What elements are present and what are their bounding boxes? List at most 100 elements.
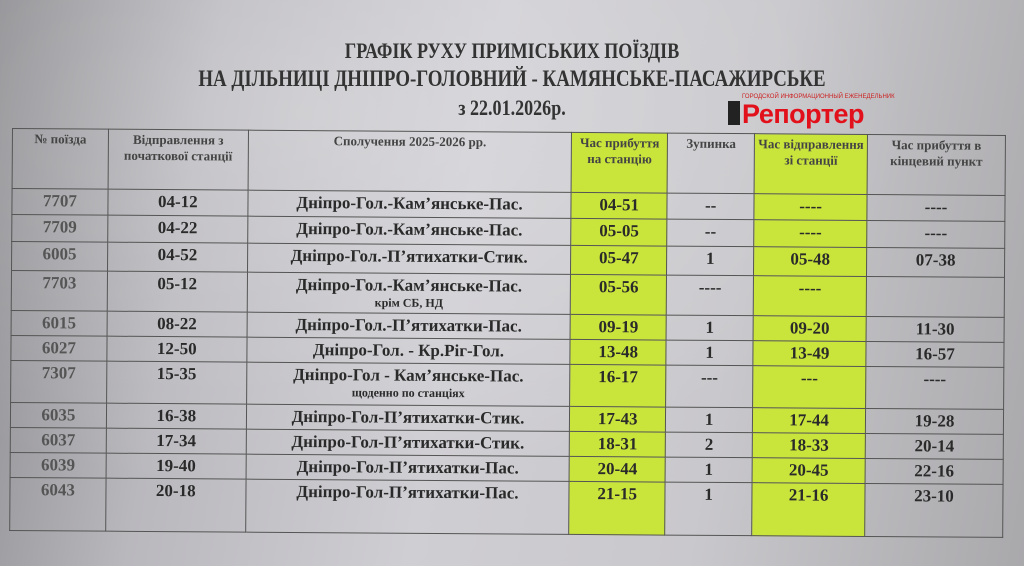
header-route: Сполучення 2025-2026 рр.	[247, 130, 572, 193]
departure-time: 20-45	[788, 460, 829, 480]
route-cell: Дніпро-Гол-П’ятихатки-Пас.	[245, 479, 570, 535]
stop-count-cell: --	[666, 219, 755, 247]
departure-time-cell: 05-48	[753, 246, 867, 277]
origin-departure: 04-12	[157, 192, 198, 212]
route: Дніпро-Гол. - Кр.Ріг-Гол.	[312, 340, 505, 361]
final-arrival: ----	[924, 197, 948, 217]
final-arrival: 16-57	[915, 344, 955, 364]
train-number: 6015	[42, 313, 77, 333]
train-number-cell: 7707	[11, 188, 108, 216]
stop-count-cell: ----	[666, 275, 754, 316]
train-number: 6043	[40, 480, 75, 500]
departure-time: ---	[800, 368, 818, 388]
route: Дніпро-Гол-П’ятихатки-Пас.	[296, 481, 519, 503]
stop-count: 1	[704, 409, 714, 429]
route-note: щоденно по станціях	[351, 385, 465, 401]
header-train-number: № поїзда	[12, 128, 109, 190]
origin-departure-cell: 16-38	[106, 403, 247, 430]
schedule-title: ГРАФІК РУХУ ПРИМІСЬКИХ ПОЇЗДІВ	[344, 38, 680, 63]
arrival-time-cell: 16-17	[569, 364, 667, 408]
stop-count-cell: 2	[665, 432, 753, 458]
stop-count-cell: --	[667, 193, 755, 220]
origin-departure: 04-22	[157, 218, 198, 238]
arrival-time: 05-56	[598, 277, 639, 297]
departure-time-cell: 21-16	[751, 482, 866, 537]
train-number: 7307	[41, 363, 76, 383]
train-number: 6005	[42, 244, 77, 264]
departure-time-cell: ----	[754, 193, 868, 221]
route: Дніпро-Гол-П’ятихатки-Стик.	[291, 406, 525, 428]
header-departure: Час відправлення зі станції	[754, 133, 868, 195]
origin-departure: 17-34	[156, 431, 197, 451]
origin-departure-cell: 04-22	[107, 215, 248, 244]
departure-time: 09-20	[789, 318, 830, 338]
stop-count-cell: 1	[666, 315, 754, 341]
departure-time-cell: 20-45	[752, 457, 866, 484]
train-number: 6039	[41, 455, 76, 475]
final-arrival: ----	[923, 369, 947, 389]
logo-bar	[728, 101, 740, 125]
reporter-watermark-logo: ГОРОДСКОЙ ИНФОРМАЦИОННЫЙ ЕЖЕНЕДЕЛЬНИК Ре…	[728, 94, 928, 128]
origin-departure: 19-40	[156, 456, 196, 476]
route-note: крім СБ, НД	[374, 295, 444, 311]
origin-departure-cell: 19-40	[105, 453, 247, 480]
train-number-cell: 6035	[10, 402, 107, 429]
final-arrival-cell: 23-10	[864, 483, 1004, 538]
arrival-time: 20-44	[597, 459, 638, 479]
train-number: 7707	[42, 191, 77, 211]
final-arrival-cell: 22-16	[865, 458, 1004, 485]
origin-departure-cell: 20-18	[105, 478, 246, 533]
stop-count: --	[704, 195, 717, 215]
departure-time: 13-49	[789, 343, 830, 363]
departure-time: 21-16	[788, 485, 829, 505]
origin-departure: 08-22	[157, 314, 197, 334]
train-number-cell: 7703	[11, 270, 108, 312]
origin-departure: 04-52	[157, 245, 198, 265]
schedule-subtitle: НА ДІЛЬНИЦІ ДНІПРО-ГОЛОВНИЙ - КАМЯНСЬКЕ-…	[198, 66, 826, 91]
arrival-time: 05-05	[599, 221, 639, 241]
final-arrival: 22-16	[914, 461, 955, 481]
train-number: 7709	[42, 217, 77, 237]
arrival-time: 21-15	[597, 484, 638, 504]
route: Дніпро-Гол-П’ятихатки-Стик.	[291, 431, 525, 453]
departure-time: ----	[799, 196, 823, 216]
route-cell: Дніпро-Гол-П’ятихатки-Пас.	[245, 454, 570, 482]
route-cell: Дніпро-Гол. - Кр.Ріг-Гол.	[246, 337, 571, 365]
origin-departure: 16-38	[156, 406, 197, 426]
arrival-time-cell: 05-47	[570, 245, 667, 276]
stop-count-cell: 1	[666, 340, 754, 366]
route: Дніпро-Гол.-П’ятихатки-Стик.	[290, 245, 528, 267]
final-arrival-cell: ----	[866, 220, 1005, 249]
table-row: 7307 15-35 Дніпро-Гол - Кам’янське-Пас. щод…	[10, 360, 1004, 410]
origin-departure-cell: 08-22	[106, 311, 248, 338]
route: Дніпро-Гол.-Кам’янське-Пас.	[296, 218, 523, 240]
schedule-effective-date: з 22.01.2026р.	[458, 95, 566, 120]
train-number-cell: 6037	[10, 427, 107, 454]
departure-time-cell: ----	[753, 275, 867, 317]
route: Дніпро-Гол-П’ятихатки-Пас.	[296, 456, 519, 478]
final-arrival: 07-38	[915, 250, 956, 270]
departure-time: ----	[798, 278, 822, 298]
origin-departure-cell: 04-52	[107, 242, 248, 273]
table-row: 7703 05-12 Дніпро-Гол.-Кам’янське-Пас. крім…	[11, 270, 1005, 318]
departure-time: 17-44	[789, 410, 830, 430]
route-cell: Дніпро-Гол.-Кам’янське-Пас.	[247, 190, 572, 219]
origin-departure-cell: 04-12	[107, 189, 248, 217]
departure-time-cell: 18-33	[752, 432, 866, 459]
logo-name: Репортер	[742, 99, 865, 129]
stop-count-cell: 1	[665, 457, 753, 483]
route: Дніпро-Гол.-П’ятихатки-Пас.	[295, 314, 522, 336]
arrival-time: 17-43	[597, 409, 638, 429]
stop-count: 2	[704, 434, 714, 454]
train-number: 6035	[41, 405, 76, 425]
route: Дніпро-Гол.-Кам’янське-Пас.	[296, 192, 523, 214]
route-cell: Дніпро-Гол-П’ятихатки-Стик.	[246, 404, 570, 432]
stop-count: 1	[704, 484, 713, 504]
origin-departure-cell: 05-12	[107, 271, 248, 313]
final-arrival: 19-28	[914, 411, 955, 431]
arrival-time-cell: 20-44	[569, 456, 666, 483]
route: Дніпро-Гол - Кам’янське-Пас.	[293, 364, 524, 386]
final-arrival-cell: 20-14	[865, 433, 1004, 460]
arrival-time: 16-17	[598, 367, 638, 387]
departure-time: 05-48	[790, 249, 831, 269]
